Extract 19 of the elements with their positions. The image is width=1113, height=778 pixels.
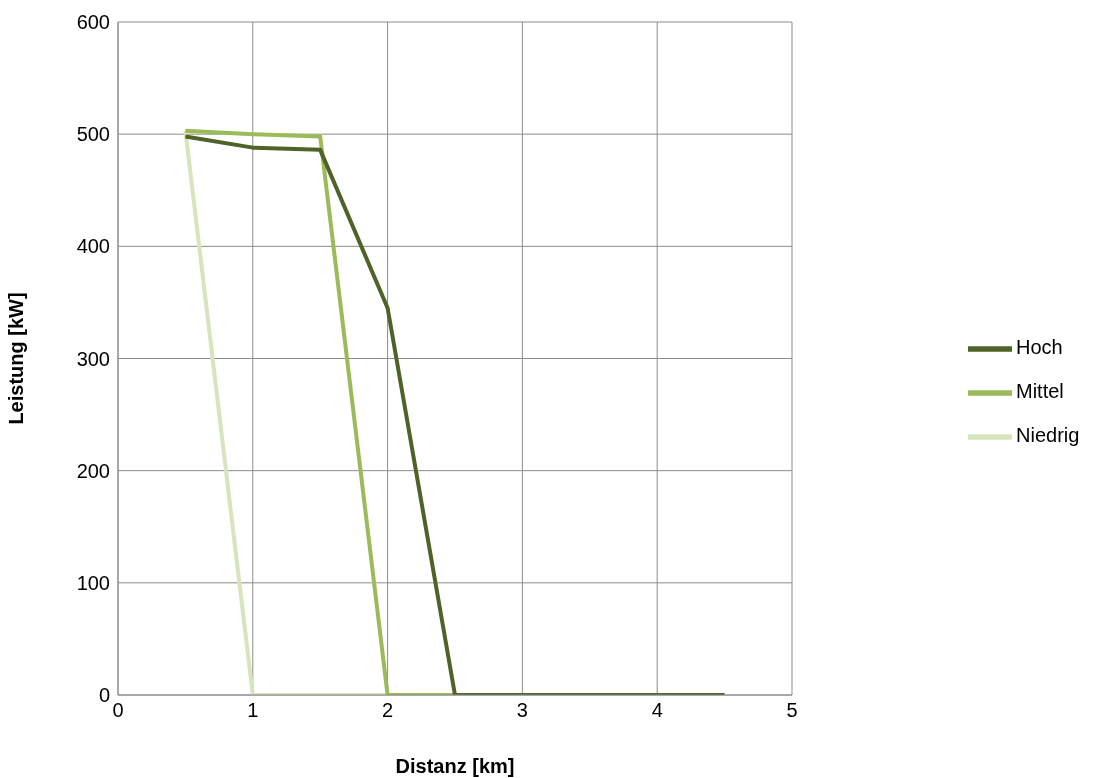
line-series bbox=[183, 134, 727, 695]
legend-label: Mittel bbox=[1016, 380, 1064, 403]
legend-label: Hoch bbox=[1016, 336, 1063, 359]
legend-label: Niedrig bbox=[1016, 424, 1080, 447]
x-tick-label: 5 bbox=[786, 699, 798, 722]
x-tick-label: 4 bbox=[651, 699, 663, 722]
y-tick-label: 300 bbox=[76, 347, 110, 370]
y-tick-label: 100 bbox=[76, 571, 110, 594]
y-tick-label: 500 bbox=[76, 123, 110, 146]
y-axis-title: Leistung [kW] bbox=[5, 292, 28, 425]
x-tick-label: 2 bbox=[382, 699, 394, 722]
x-tick-label: 1 bbox=[247, 699, 259, 722]
x-tick-label: 3 bbox=[516, 699, 528, 722]
y-tick-label: 200 bbox=[76, 459, 110, 482]
x-axis-title: Distanz [km] bbox=[395, 755, 515, 777]
y-tick-label: 0 bbox=[98, 684, 110, 707]
y-tick-label: 600 bbox=[76, 11, 110, 34]
x-tick-label: 0 bbox=[112, 699, 124, 722]
y-tick-label: 400 bbox=[76, 235, 110, 258]
